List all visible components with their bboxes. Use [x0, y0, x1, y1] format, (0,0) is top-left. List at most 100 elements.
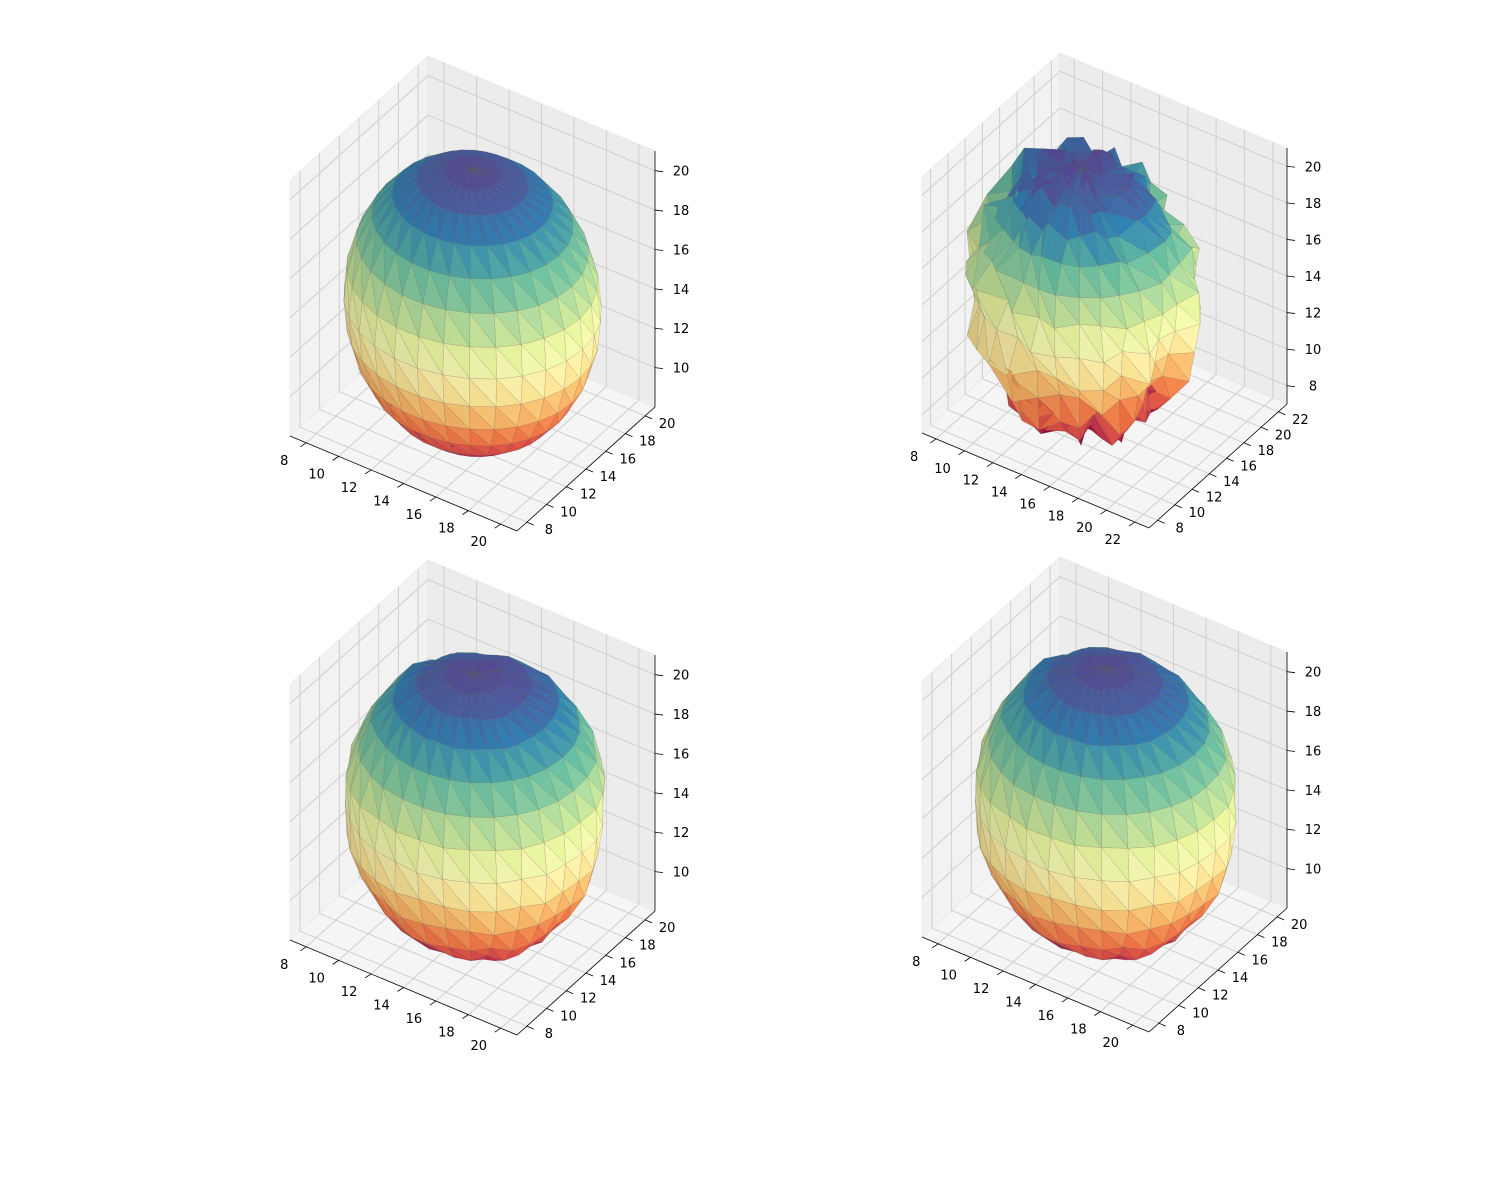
z-tick	[1286, 275, 1296, 278]
surface-face	[1089, 211, 1108, 239]
surface-face	[496, 182, 526, 203]
surface-face	[545, 914, 558, 936]
surface-face	[976, 744, 989, 788]
surface-face	[1126, 263, 1163, 292]
surface-face	[351, 257, 363, 303]
surface-face	[527, 183, 553, 201]
surface-face	[483, 187, 505, 212]
surface-face	[1055, 698, 1071, 735]
surface-face	[1007, 193, 1028, 242]
z-gridline	[289, 579, 656, 705]
surface-face	[396, 663, 425, 684]
surface-face	[453, 452, 472, 457]
surface-face	[422, 923, 450, 948]
surface-face	[528, 768, 559, 802]
surface-face	[1081, 167, 1093, 178]
z-tick-label: 14	[1305, 270, 1322, 285]
surface-face	[469, 816, 496, 852]
surface-face	[348, 317, 363, 362]
surface-face	[396, 162, 425, 179]
surface-face	[592, 731, 602, 761]
x-tick-label: 14	[991, 486, 1008, 501]
surface-face	[1126, 910, 1151, 935]
z-tick	[1286, 239, 1296, 241]
z-tick	[654, 327, 664, 330]
x-tick-label: 14	[1005, 996, 1022, 1011]
surface-face	[1103, 689, 1116, 717]
surface-face	[1016, 900, 1042, 936]
surface-face	[395, 216, 412, 254]
surface-face	[1179, 263, 1199, 293]
surface-face	[548, 218, 573, 246]
surface-face	[472, 158, 485, 170]
y-tick	[585, 468, 594, 473]
surface-face	[1081, 167, 1107, 176]
surface-face	[423, 206, 439, 240]
surface-face	[482, 215, 504, 246]
surface-face	[525, 190, 553, 210]
surface-face	[517, 744, 548, 777]
surface-face	[1158, 313, 1176, 340]
surface-face	[980, 818, 992, 865]
surface-face	[1081, 167, 1106, 178]
surface-face	[1081, 149, 1099, 169]
surface-face	[472, 169, 500, 181]
surface-face	[499, 179, 529, 198]
surface-face	[493, 182, 521, 203]
surface-face	[503, 709, 533, 737]
surface-face	[538, 304, 565, 339]
y-tick	[546, 1008, 554, 1012]
surface-face	[1188, 695, 1208, 721]
surface-face	[989, 694, 1010, 731]
surface-face	[415, 668, 446, 678]
surface-face	[529, 271, 558, 306]
z-tick-label: 16	[673, 747, 690, 762]
surface-face	[1099, 211, 1119, 237]
surface-face	[506, 158, 522, 165]
surface-face	[469, 378, 497, 408]
surface-face	[1081, 149, 1103, 169]
surface-face	[360, 720, 378, 762]
y-gridline	[299, 675, 528, 1027]
surface-face	[345, 734, 360, 776]
surface-face	[1081, 167, 1095, 198]
y-tick-label: 20	[659, 417, 676, 432]
surface-face	[472, 169, 498, 186]
y-tick-label: 12	[1206, 490, 1223, 505]
surface-face	[1090, 412, 1102, 439]
surface-face	[1169, 225, 1193, 249]
surface-face	[443, 402, 471, 430]
surface-face	[472, 169, 498, 184]
x-tick	[462, 1014, 469, 1019]
surface-face	[578, 852, 594, 882]
surface-face	[448, 184, 461, 211]
z-tick	[1286, 828, 1296, 831]
surface-face	[570, 880, 585, 907]
surface-face	[385, 902, 411, 937]
surface-face	[591, 335, 598, 365]
z-tick-label: 10	[673, 362, 690, 377]
z-tick-label: 14	[673, 787, 690, 802]
surface-face	[484, 654, 498, 661]
panel-top-right: 8101214161820228101214161820228101214161…	[910, 52, 1322, 548]
y-tick-label: 14	[600, 470, 617, 485]
z-tick-label: 12	[673, 322, 690, 337]
surface-face	[472, 673, 500, 685]
x-tick	[1071, 497, 1079, 503]
surface-face	[442, 374, 471, 407]
surface-face	[375, 880, 401, 918]
y-tick-label: 18	[1258, 444, 1275, 459]
surface-face	[423, 201, 439, 234]
surface-face	[521, 169, 544, 181]
x-tick-label: 20	[1103, 1036, 1120, 1051]
surface-face	[395, 831, 418, 874]
x-tick-label: 8	[280, 958, 288, 973]
z-tick-label: 10	[1305, 863, 1322, 878]
surface-face	[1102, 949, 1120, 961]
x-gridline	[468, 634, 607, 1015]
x-tick-label: 12	[973, 982, 990, 997]
surface-face	[1148, 660, 1168, 670]
x-gridline	[1077, 118, 1217, 499]
y-tick	[1276, 916, 1285, 921]
